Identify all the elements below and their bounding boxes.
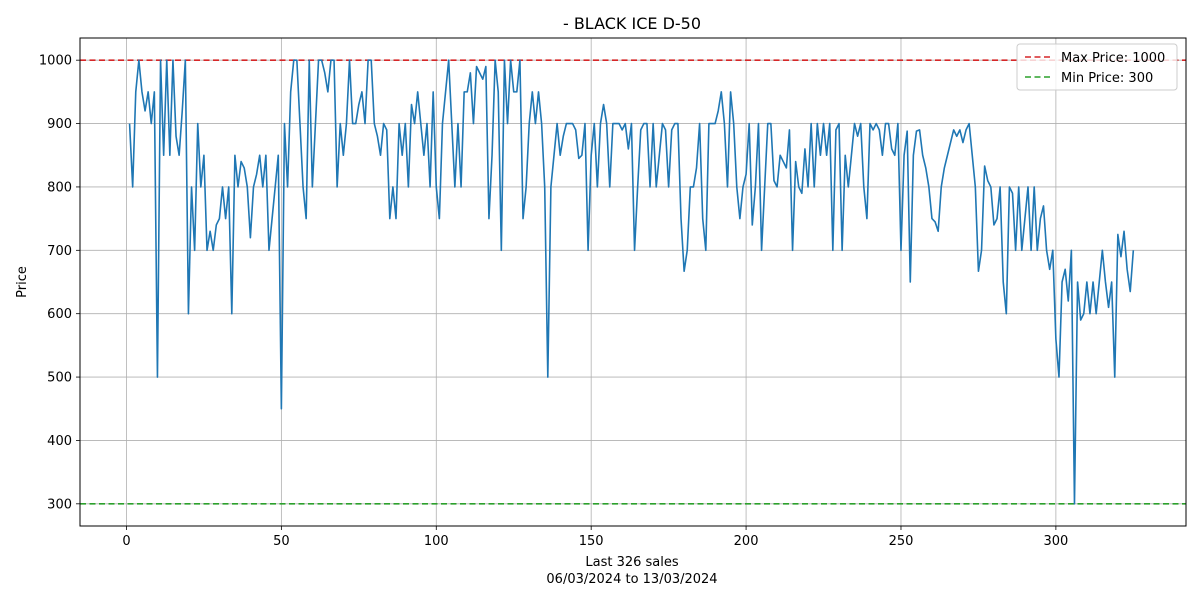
y-tick-label: 700 — [47, 244, 72, 259]
y-tick-label: 1000 — [39, 54, 72, 69]
x-axis-date-range: 06/03/2024 to 13/03/2024 — [546, 572, 717, 587]
x-tick-label: 100 — [424, 534, 449, 549]
legend-max-label: Max Price: 1000 — [1061, 51, 1165, 66]
legend-box — [1016, 43, 1178, 91]
price-series-line — [128, 59, 1135, 505]
y-tick-label: 500 — [47, 371, 72, 386]
legend: Max Price: 1000 Min Price: 300 — [1016, 43, 1178, 91]
y-tick-label: 800 — [47, 180, 72, 195]
x-tick-label: 250 — [889, 534, 914, 549]
y-tick-label: 900 — [47, 117, 72, 132]
y-tick-label: 400 — [47, 434, 72, 449]
plot-frame — [79, 37, 1187, 527]
chart-title: - BLACK ICE D-50 — [563, 14, 701, 33]
x-tick-label: 150 — [579, 534, 604, 549]
y-tick-label: 600 — [47, 307, 72, 322]
x-tick-label: 50 — [273, 534, 290, 549]
series-group — [128, 59, 1135, 505]
x-axis-label: Last 326 sales — [585, 555, 679, 570]
x-axis-ticks: 0 50 100 150 200 250 300 — [122, 526, 1068, 549]
x-tick-label: 200 — [734, 534, 759, 549]
x-tick-label: 0 — [122, 534, 130, 549]
y-axis-label: Price — [15, 266, 30, 298]
y-tick-label: 300 — [47, 497, 72, 512]
x-tick-label: 300 — [1043, 534, 1068, 549]
reference-lines — [80, 59, 1186, 505]
legend-min-label: Min Price: 300 — [1061, 71, 1153, 86]
y-axis-ticks: 300 400 500 600 700 800 900 1000 — [39, 54, 80, 512]
